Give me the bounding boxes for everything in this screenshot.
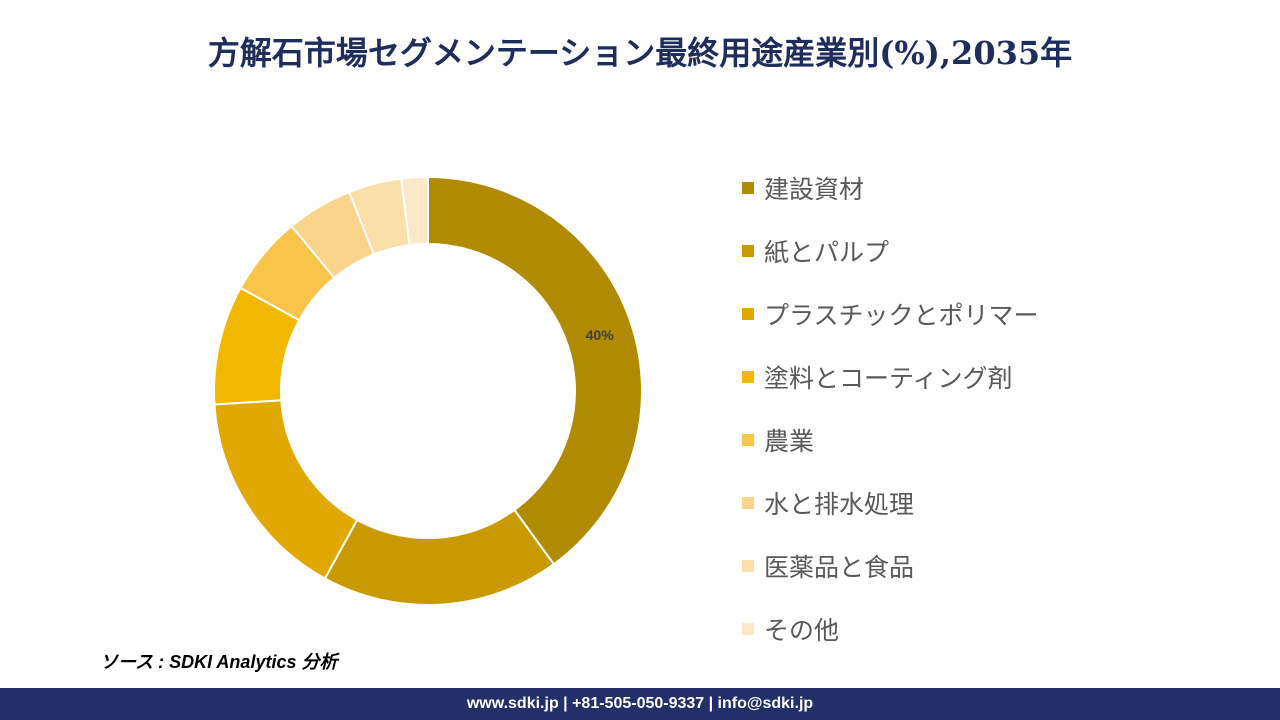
legend-item: 農業 [742,408,1039,471]
source-note: ソース : SDKI Analytics 分析 [100,652,338,672]
legend-item: 紙とパルプ [742,219,1039,282]
legend-label: その他 [764,615,840,645]
legend-label: 塗料とコーティング剤 [764,363,1013,393]
legend-label: 紙とパルプ [764,237,890,267]
legend-item: 建設資材 [742,156,1039,219]
legend-item: その他 [742,597,1039,660]
legend-swatch [742,559,754,572]
legend-label: 農業 [764,426,815,456]
donut-slice [323,508,556,606]
legend-swatch [742,181,754,194]
legend-swatch [742,433,754,446]
data-label: 40% [586,327,615,343]
legend-swatch [742,244,754,257]
donut-slice [213,399,359,580]
legend-swatch [742,496,754,509]
legend-label: プラスチックとポリマー [764,300,1039,330]
donut-slice [400,175,429,247]
legend: 建設資材紙とパルププラスチックとポリマー 塗料とコーティング剤 農業水と排水処理 医薬… [742,156,1039,660]
legend-swatch [742,622,754,635]
chart-title: 方解石市場セグメンテーション最終用途産業別(%),2035年 [207,34,1073,72]
legend-label: 水と排水処理 [764,489,915,519]
legend-item: 医薬品と食品 [742,534,1039,597]
footer-contact: www.sdki.jp | +81-505-050-9337 | info@sd… [0,688,1280,720]
legend-item: 水と排水処理 [742,471,1039,534]
legend-swatch [742,370,754,383]
legend-item: 塗料とコーティング剤 [742,345,1039,408]
legend-swatch [742,307,754,320]
donut-slice [427,175,643,566]
legend-label: 医薬品と食品 [764,552,915,582]
legend-label: 建設資材 [764,174,865,204]
legend-item: プラスチックとポリマー [742,282,1039,345]
